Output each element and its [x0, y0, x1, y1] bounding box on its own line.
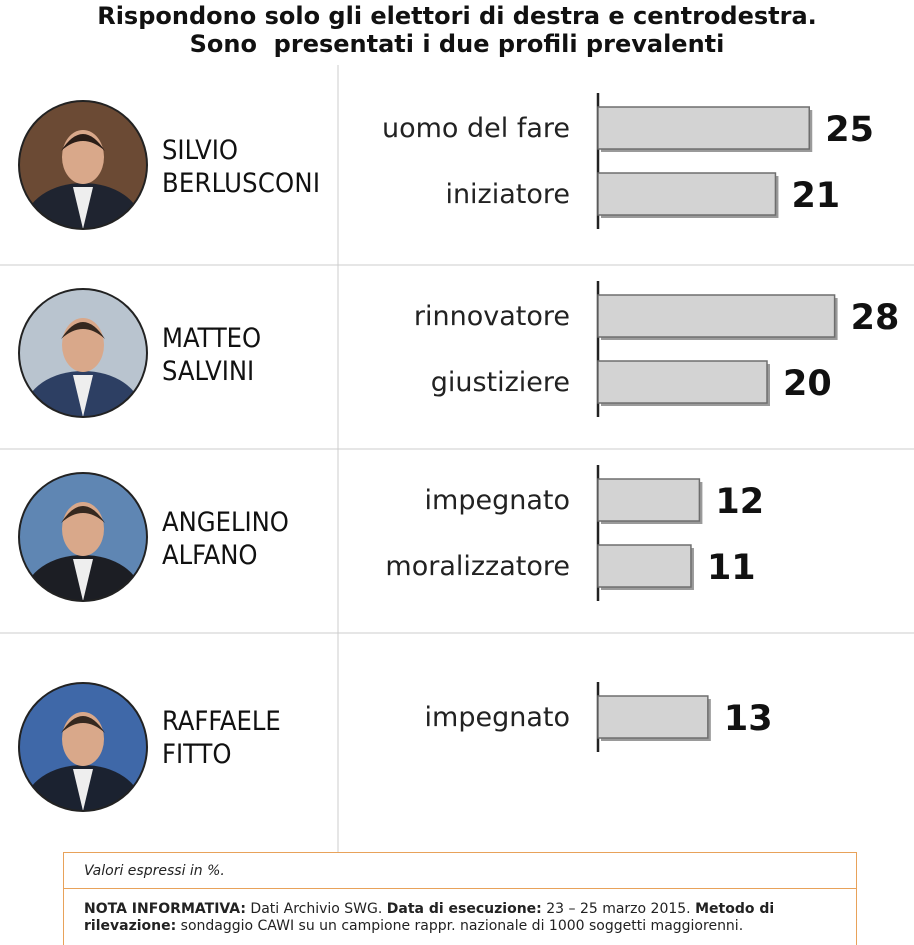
- data-label: 25: [825, 110, 874, 150]
- data-label: 20: [783, 364, 832, 404]
- data-text: 23 – 25 marzo 2015.: [541, 901, 696, 917]
- fitto-photo: [19, 683, 147, 811]
- footnote-box: Valori espressi in %. NOTA INFORMATIVA: …: [63, 852, 857, 945]
- bar: [597, 695, 709, 739]
- data-label: 28: [851, 298, 900, 338]
- person-name-line-2: ALFANO: [162, 540, 258, 571]
- bar: [597, 294, 836, 338]
- person-name-line-2: SALVINI: [162, 356, 254, 387]
- person-name-line-2: FITTO: [162, 739, 231, 770]
- berlusconi-photo-frame: [18, 100, 148, 230]
- person-name-line-1: RAFFAELE: [162, 706, 281, 737]
- bar: [597, 172, 777, 216]
- alfano-photo-frame: [18, 472, 148, 602]
- category-label: impegnato: [425, 702, 570, 733]
- methodology-note: NOTA INFORMATIVA: Dati Archivio SWG. Dat…: [64, 889, 856, 935]
- salvini-photo: [19, 289, 147, 417]
- metodo-label: Metodo di rilevazione:: [84, 901, 775, 934]
- person-name-line-2: BERLUSCONI: [162, 168, 320, 199]
- alfano-photo: [19, 473, 147, 601]
- category-label: impegnato: [425, 485, 570, 516]
- nota-text: Dati Archivio SWG.: [245, 901, 387, 917]
- data-label: 11: [707, 548, 756, 588]
- bar: [597, 544, 692, 588]
- category-label: iniziatore: [445, 179, 570, 210]
- category-label: giustiziere: [431, 367, 570, 398]
- category-label: uomo del fare: [382, 113, 570, 144]
- person-name-line-1: SILVIO: [162, 135, 238, 166]
- person-name-line-1: ANGELINO: [162, 507, 289, 538]
- fitto-photo-frame: [18, 682, 148, 812]
- person-name-line-1: MATTEO: [162, 323, 261, 354]
- chart-title: Rispondono solo gli elettori di destra e…: [0, 2, 914, 58]
- title-line-2: Sono presentati i due profili prevalenti: [189, 30, 725, 58]
- data-label: Data di esecuzione:: [386, 901, 542, 917]
- bar: [597, 360, 768, 404]
- data-label: 21: [791, 176, 840, 216]
- title-line-1: Rispondono solo gli elettori di destra e…: [97, 2, 817, 30]
- values-note: Valori espressi in %.: [64, 853, 856, 889]
- category-label: rinnovatore: [414, 301, 570, 332]
- metodo-text: sondaggio CAWI su un campione rappr. naz…: [176, 918, 744, 934]
- berlusconi-photo: [19, 101, 147, 229]
- nota-label: NOTA INFORMATIVA:: [84, 901, 246, 917]
- salvini-photo-frame: [18, 288, 148, 418]
- data-label: 13: [724, 699, 773, 739]
- bar: [597, 478, 701, 522]
- category-label: moralizzatore: [385, 551, 570, 582]
- data-label: 12: [715, 482, 764, 522]
- bar: [597, 106, 810, 150]
